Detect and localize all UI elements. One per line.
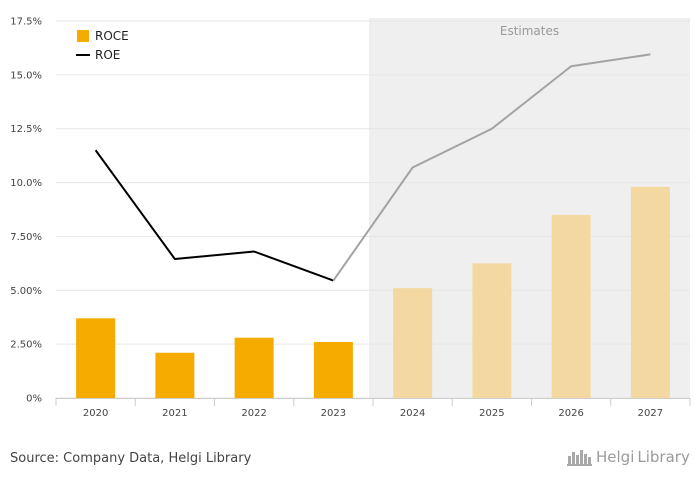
y-tick-label: 2.50% bbox=[10, 340, 42, 351]
roce-bar bbox=[76, 318, 116, 398]
x-tick-label: 2025 bbox=[479, 408, 504, 419]
roce-bar bbox=[313, 341, 353, 398]
legend-label-roce: ROCE bbox=[95, 29, 129, 43]
legend: ROCE ROE bbox=[76, 29, 129, 62]
y-tick-label: 12.5% bbox=[10, 124, 42, 135]
roce-bar bbox=[393, 288, 433, 398]
roce-bar bbox=[234, 337, 274, 398]
source-note: Source: Company Data, Helgi Library bbox=[10, 451, 252, 466]
legend-swatch-roce bbox=[77, 30, 89, 42]
y-tick-label: 5.00% bbox=[10, 286, 42, 297]
axis-layer: 0% 2.50% 5.00% 7.50% 10.0% 12.5% 15.0% 17.5% 202… bbox=[10, 17, 691, 419]
bar-layer bbox=[76, 186, 670, 398]
legend-label-roe: ROE bbox=[95, 48, 120, 62]
x-tick-label: 2026 bbox=[558, 408, 583, 419]
x-tick-label: 2023 bbox=[321, 408, 346, 419]
y-tick-label: 17.5% bbox=[10, 17, 42, 28]
x-tick-label: 2020 bbox=[83, 408, 108, 419]
roce-bar bbox=[630, 186, 670, 398]
roe-line-actual bbox=[94, 149, 334, 282]
roe-line-estimate bbox=[332, 53, 651, 282]
y-tick-label: 7.50% bbox=[10, 232, 42, 243]
y-tick-label: 15.0% bbox=[10, 70, 42, 81]
chart: Estimates 0% 2.50% 5.00% 7.50% 10.0% 12.5% 15.… bbox=[10, 17, 691, 419]
y-tick-label: 0% bbox=[26, 394, 42, 405]
estimates-label: Estimates bbox=[500, 24, 559, 38]
line-layer bbox=[94, 53, 651, 282]
x-tick-label: 2027 bbox=[638, 408, 663, 419]
logo-text-library: Library bbox=[637, 448, 690, 466]
roce-bar bbox=[551, 214, 591, 398]
roce-bar bbox=[472, 263, 512, 398]
y-tick-label: 10.0% bbox=[10, 178, 42, 189]
logo-text-helgi: Helgi bbox=[596, 448, 635, 466]
roce-bar bbox=[155, 352, 195, 398]
x-tick-label: 2021 bbox=[162, 408, 187, 419]
helgi-library-logo: Helgi Library bbox=[567, 448, 690, 466]
skyline-icon bbox=[567, 450, 592, 466]
x-tick-label: 2024 bbox=[400, 408, 425, 419]
x-tick-label: 2022 bbox=[241, 408, 266, 419]
